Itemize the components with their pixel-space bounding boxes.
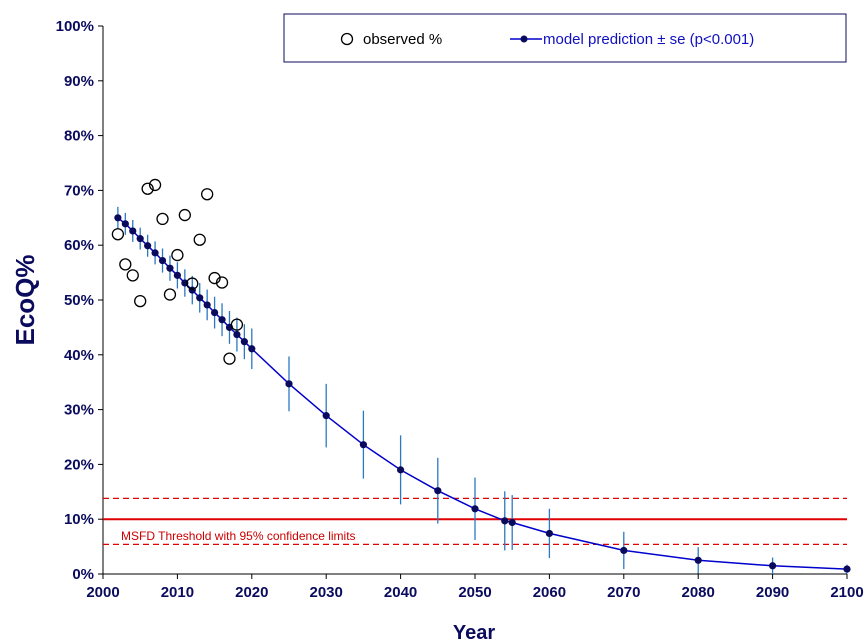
model-point	[285, 380, 293, 388]
observed-point	[134, 294, 147, 308]
model-point	[144, 242, 152, 250]
observed-point	[186, 277, 199, 290]
x-tick-label: 2060	[533, 584, 566, 601]
x-tick-label: 2100	[830, 584, 863, 601]
model-point	[233, 330, 241, 339]
x-tick-label: 2030	[310, 584, 343, 601]
model-point	[203, 301, 211, 309]
x-tick-label: 2070	[607, 584, 640, 601]
legend-box	[283, 13, 847, 63]
legend-model-label: model prediction ± se (p<0.001)	[543, 31, 754, 48]
model-point	[114, 214, 122, 222]
observed-point	[156, 212, 169, 226]
model-point	[218, 316, 226, 324]
y-tick-label: 20%	[64, 456, 94, 473]
x-tick-label: 2080	[682, 584, 715, 601]
model-point	[121, 220, 129, 228]
observed-point	[208, 271, 221, 285]
legend-observed-label: observed %	[363, 31, 442, 48]
observed-point	[126, 269, 139, 282]
model-point	[211, 309, 219, 317]
observed-point	[141, 182, 154, 195]
x-tick-label: 2020	[235, 584, 268, 601]
y-tick-label: 100%	[56, 18, 94, 35]
y-tick-label: 10%	[64, 511, 94, 528]
model-point	[129, 227, 137, 235]
model-point	[196, 294, 204, 302]
y-tick-label: 70%	[64, 182, 94, 199]
y-tick-label: 40%	[64, 347, 94, 364]
y-axis-ticks: 0% 10% 20% 30% 40% 50% 60% 70% 80% 90% 100%	[56, 18, 103, 583]
y-tick-label: 90%	[64, 73, 94, 90]
observed-point	[193, 233, 206, 246]
y-axis-title: EcoQ%	[10, 254, 40, 345]
legend-model-marker	[520, 35, 528, 43]
model-point	[769, 562, 777, 570]
observed-point	[230, 318, 244, 331]
x-tick-label: 2090	[756, 584, 789, 601]
x-axis-ticks: 2000 2010 2020 2030 2040 2050 2060 2070 2080 2090…	[86, 574, 864, 601]
model-point	[501, 517, 509, 525]
observed-point	[178, 208, 191, 222]
model-point	[248, 345, 256, 353]
model-point	[620, 546, 628, 555]
y-tick-label: 80%	[64, 128, 94, 145]
x-tick-label: 2040	[384, 584, 417, 601]
x-axis-title: Year	[453, 622, 495, 642]
x-tick-label: 2000	[86, 584, 119, 601]
observed-point	[148, 178, 162, 192]
model-point	[434, 487, 442, 495]
y-tick-label: 0%	[72, 566, 94, 583]
observed-points	[111, 178, 244, 365]
x-tick-label: 2010	[161, 584, 194, 601]
model-point	[240, 338, 248, 346]
plot-area: 0%10%20%30%40%50%60%70%80%90%100% 2000 20…	[56, 18, 864, 601]
observed-point	[215, 276, 229, 289]
model-point	[188, 286, 196, 294]
model-point	[136, 235, 144, 243]
model-point	[471, 505, 479, 513]
model-prediction-points	[114, 214, 851, 573]
y-tick-label: 60%	[64, 237, 94, 254]
model-point	[173, 271, 181, 279]
model-point	[694, 556, 702, 564]
observed-point	[111, 228, 125, 241]
model-point	[322, 412, 330, 420]
model-prediction-line	[117, 217, 848, 570]
model-point	[151, 249, 159, 257]
model-point	[508, 518, 516, 527]
threshold-label: MSFD Threshold with 95% confidence limit…	[121, 529, 356, 543]
model-point	[397, 466, 405, 474]
observed-point	[119, 258, 132, 271]
observed-point	[163, 288, 177, 301]
observed-point	[223, 352, 236, 365]
y-tick-label: 50%	[64, 292, 94, 309]
y-tick-label: 30%	[64, 402, 94, 419]
model-point	[843, 565, 851, 573]
model-point	[359, 441, 367, 449]
x-tick-label: 2050	[458, 584, 491, 601]
legend-observed-marker	[340, 32, 354, 46]
observed-point	[201, 188, 214, 201]
model-point	[158, 256, 167, 265]
model-point	[545, 529, 554, 538]
observed-point	[171, 248, 184, 262]
legend: observed % model prediction ± se (p<0.00…	[283, 13, 847, 63]
model-point	[166, 264, 174, 272]
